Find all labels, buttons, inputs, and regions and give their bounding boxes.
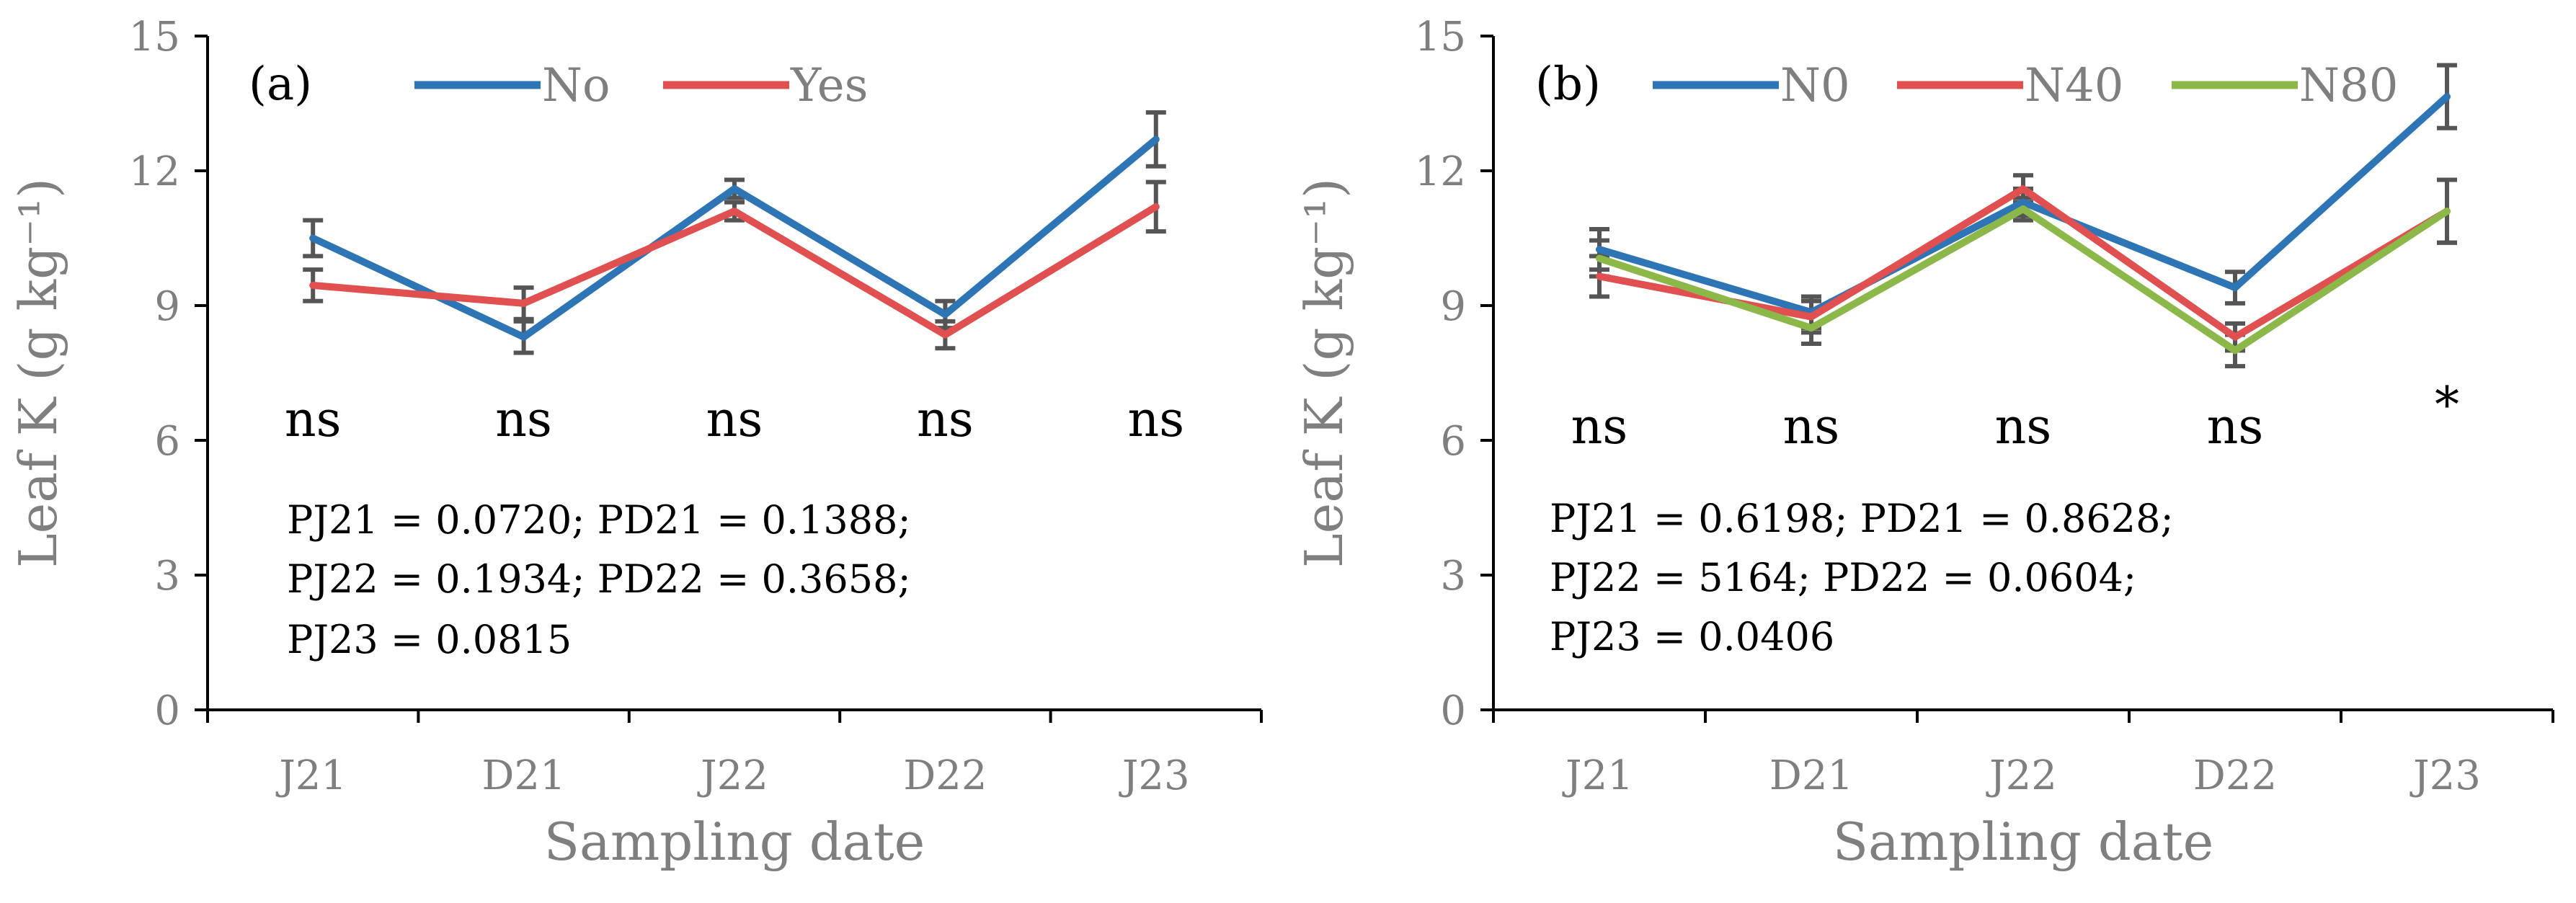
panel-a-significance-label: ns	[285, 391, 342, 448]
panel-b-p-values-line: PJ21 = 0.6198; PD21 = 0.8628;	[1550, 496, 2174, 541]
panel-a-significance-label: ns	[917, 391, 974, 448]
panel-b-y-tick-label: 15	[1415, 14, 1466, 61]
panel-b-significance-label: ns	[1571, 399, 1628, 455]
panel-b-y-axis-title: Leaf K (g kg⁻¹)	[1294, 178, 1354, 568]
panel-b-y-tick-label: 9	[1440, 283, 1466, 330]
panel-a-data-point-no	[1155, 138, 1157, 141]
panel-a-x-axis-title: Sampling date	[544, 811, 925, 872]
panel-b-data-point-n80	[1811, 327, 1812, 329]
panel-a-data-point-no	[312, 237, 314, 239]
panel-a-series-line-yes	[309, 203, 1160, 339]
panel-b-x-tick-label: D22	[2193, 752, 2277, 799]
panel-a-data-point-yes	[944, 334, 946, 336]
panel-b-x-tick-label: J22	[1986, 752, 2057, 799]
panel-a-legend-label: No	[542, 59, 610, 112]
panel-b-data-point-n80	[2446, 210, 2448, 213]
panel-a-data-point-yes	[312, 284, 314, 286]
panel-b-significance-label: ns	[2207, 399, 2264, 455]
panel-b-p-values-line: PJ23 = 0.0406	[1550, 614, 1834, 659]
panel-b-data-point-n80	[1599, 257, 1600, 259]
panel-b-label: (b)	[1535, 58, 1601, 111]
panel-a-p-values-line: PJ21 = 0.0720; PD21 = 0.1388;	[287, 497, 911, 543]
panel-b-data-point-n40	[1599, 275, 1600, 277]
panel-a-p-values-line: PJ23 = 0.0815	[287, 617, 572, 662]
panel-a-y-tick-label: 12	[129, 148, 180, 195]
panel-b-data-point-n80	[2022, 208, 2024, 210]
panel-b-significance-label: ns	[1995, 399, 2052, 455]
panel-b-legend-label: N80	[2299, 59, 2398, 112]
panel-b-legend-label: N0	[1780, 59, 1850, 112]
panel-b-y-tick-label: 3	[1440, 553, 1466, 600]
panel-a-significance-label: ns	[495, 391, 552, 448]
panel-a-data-point-no	[734, 187, 735, 190]
panel-a-x-tick-label: D21	[482, 752, 566, 799]
panel-a-series-line-no	[309, 135, 1160, 341]
panel-a-x-tick-label: J23	[1119, 752, 1190, 799]
panel-b-legend-label: N40	[2025, 59, 2123, 112]
panel-a-x-tick-label: J22	[697, 752, 768, 799]
panel-b-y-tick-label: 0	[1440, 688, 1466, 734]
panel-b-x-axis-title: Sampling date	[1833, 811, 2214, 872]
panel-b-data-point-n80	[2234, 350, 2236, 352]
panel-b-data-point-n0	[1599, 249, 1600, 251]
panel-b-series-line-n0	[1596, 93, 2451, 316]
panel-a-x-tick-label: J21	[275, 752, 347, 799]
panel-b-y-tick-label: 12	[1415, 148, 1466, 195]
panel-b-data-point-n40	[2022, 187, 2024, 190]
panel-a-y-tick-label: 0	[154, 688, 180, 734]
panel-a-y-tick-label: 6	[154, 418, 180, 465]
panel-b-data-point-n0	[2234, 287, 2236, 289]
panel-b-y-tick-label: 6	[1440, 418, 1466, 465]
panel-a-p-values-line: PJ22 = 0.1934; PD22 = 0.3658;	[287, 556, 911, 602]
panel-b-series-line-n80	[1596, 205, 2451, 355]
panel-b-significance-label: ns	[1783, 399, 1840, 455]
panel-a-y-tick-label: 9	[154, 283, 180, 330]
panel-b-data-point-n40	[2234, 336, 2236, 338]
panel-b-x-tick-label: J21	[1562, 752, 1633, 799]
panel-a-legend-label: Yes	[790, 59, 868, 112]
panel-a-y-tick-label: 3	[154, 553, 180, 600]
panel-a-y-tick-label: 15	[129, 14, 180, 61]
panel-a-data-point-yes	[1155, 205, 1157, 208]
panel-b-p-values-line: PJ22 = 5164; PD22 = 0.0604;	[1550, 555, 2136, 600]
panel-b-x-tick-label: J23	[2410, 752, 2481, 799]
panel-a-x-tick-label: D22	[903, 752, 987, 799]
panel-a-significance-label: ns	[1127, 391, 1184, 448]
panel-a-data-point-no	[523, 336, 525, 338]
panel-a-label: (a)	[249, 58, 312, 111]
panel-a-data-point-no	[944, 313, 946, 316]
panel-a-significance-label: ns	[706, 391, 763, 448]
panel-a-y-axis-title: Leaf K (g kg⁻¹)	[8, 178, 68, 568]
panel-b-significance-label: *	[2435, 377, 2459, 434]
panel-b-x-tick-label: D21	[1769, 752, 1853, 799]
panel-a-data-point-yes	[523, 302, 525, 304]
panel-a-data-point-yes	[734, 210, 735, 213]
panel-b-data-point-n0	[2446, 96, 2448, 98]
panel-b-data-point-n40	[1811, 316, 1812, 318]
panel-b-data-point-n0	[2022, 201, 2024, 203]
